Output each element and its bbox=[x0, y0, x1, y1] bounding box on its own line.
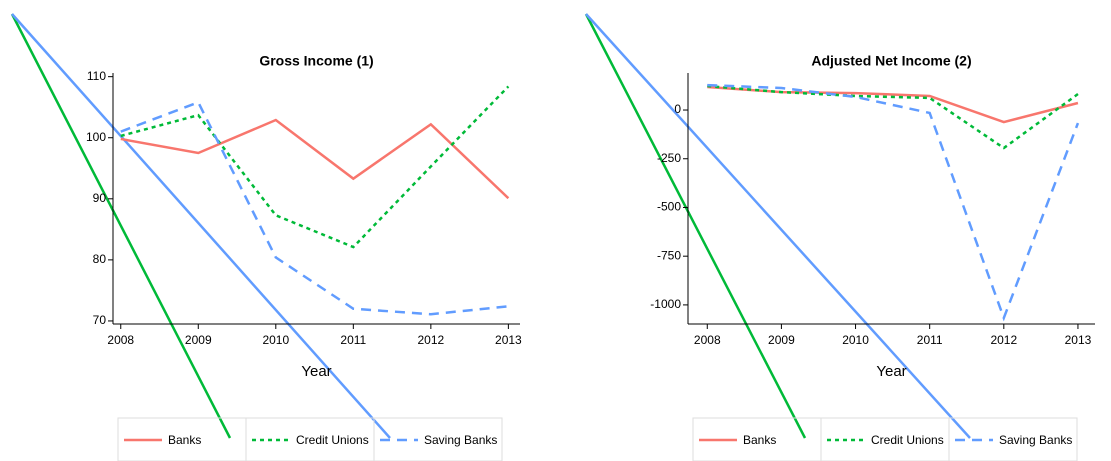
y-tick-label: -250 bbox=[657, 151, 681, 165]
y-tick-label: 70 bbox=[93, 313, 107, 327]
legend-label: Banks bbox=[743, 433, 776, 447]
chart-title: Adjusted Net Income (2) bbox=[811, 53, 971, 69]
artifact-lines bbox=[10, 13, 971, 439]
x-tick-label: 2011 bbox=[917, 333, 943, 347]
legend-label: Saving Banks bbox=[999, 433, 1072, 447]
legend-box bbox=[373, 417, 503, 461]
y-tick-label: -750 bbox=[657, 248, 681, 262]
x-tick-label: 2012 bbox=[990, 333, 1017, 347]
x-tick-label: 2012 bbox=[417, 333, 444, 347]
series-line bbox=[120, 100, 509, 316]
y-tick-label: -500 bbox=[657, 200, 681, 214]
x-axis-label: Year bbox=[876, 363, 906, 380]
x-tick-label: 2008 bbox=[107, 333, 134, 347]
legend-box bbox=[948, 417, 1078, 461]
y-tick-label: 80 bbox=[93, 252, 107, 266]
x-tick-label: 2009 bbox=[768, 333, 795, 347]
x-tick-label: 2011 bbox=[340, 333, 366, 347]
artifact-line bbox=[11, 13, 391, 439]
artifact-line bbox=[10, 13, 232, 439]
y-tick-label: 0 bbox=[674, 102, 681, 116]
x-tick-label: 2008 bbox=[694, 333, 721, 347]
series-line bbox=[707, 83, 1080, 322]
x-tick-label: 2009 bbox=[185, 333, 212, 347]
x-axis-label: Year bbox=[301, 363, 331, 380]
y-tick-label: 110 bbox=[87, 69, 106, 83]
artifact-line bbox=[585, 13, 971, 439]
series-line bbox=[120, 85, 510, 249]
series-line bbox=[707, 85, 1079, 124]
legend-label: Credit Unions bbox=[296, 433, 369, 447]
legend-label: Banks bbox=[168, 433, 201, 447]
series-line bbox=[120, 118, 510, 200]
x-tick-label: 2013 bbox=[1065, 333, 1092, 347]
chart-title: Gross Income (1) bbox=[259, 53, 373, 69]
x-tick-label: 2010 bbox=[262, 333, 289, 347]
legend-label: Credit Unions bbox=[871, 433, 944, 447]
y-tick-label: 100 bbox=[86, 130, 106, 144]
series-line bbox=[707, 84, 1079, 150]
x-tick-label: 2010 bbox=[842, 333, 869, 347]
x-tick-label: 2013 bbox=[495, 333, 522, 347]
y-tick-label: -1000 bbox=[650, 297, 681, 311]
legend-label: Saving Banks bbox=[424, 433, 497, 447]
artifact-line bbox=[584, 13, 807, 439]
y-tick-label: 90 bbox=[93, 191, 107, 205]
